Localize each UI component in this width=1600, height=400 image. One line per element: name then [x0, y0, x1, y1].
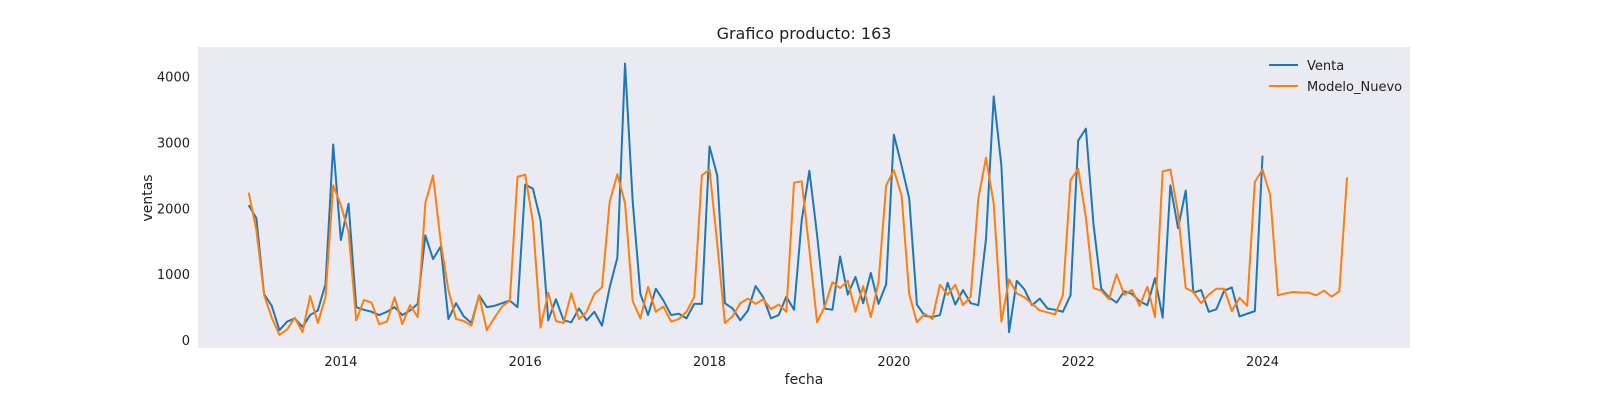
x-tick-label: 2022 — [1062, 355, 1095, 370]
y-tick-label: 3000 — [157, 137, 190, 152]
legend-label-venta: Venta — [1307, 59, 1344, 74]
x-axis: 2014 2016 2018 2020 2022 2024 — [324, 355, 1279, 370]
series-line-modelo-nuevo — [247, 156, 1349, 336]
x-tick-label: 2016 — [509, 355, 542, 370]
y-axis: 0 1000 2000 3000 4000 — [157, 71, 190, 349]
series-layer — [247, 62, 1349, 336]
y-tick-label: 2000 — [157, 202, 190, 217]
y-tick-label: 4000 — [157, 71, 190, 86]
y-tick-label: 0 — [182, 334, 190, 349]
y-tick-label: 1000 — [157, 268, 190, 283]
legend-label-modelo-nuevo: Modelo_Nuevo — [1307, 80, 1402, 95]
y-axis-title: ventas — [140, 174, 156, 221]
x-tick-label: 2018 — [693, 355, 726, 370]
x-tick-label: 2014 — [324, 355, 357, 370]
x-axis-title: fecha — [785, 372, 824, 388]
chart-title: Grafico producto: 163 — [717, 24, 892, 43]
x-tick-label: 2020 — [877, 355, 910, 370]
legend: Venta Modelo_Nuevo — [1269, 59, 1402, 95]
x-tick-label: 2024 — [1246, 355, 1279, 370]
